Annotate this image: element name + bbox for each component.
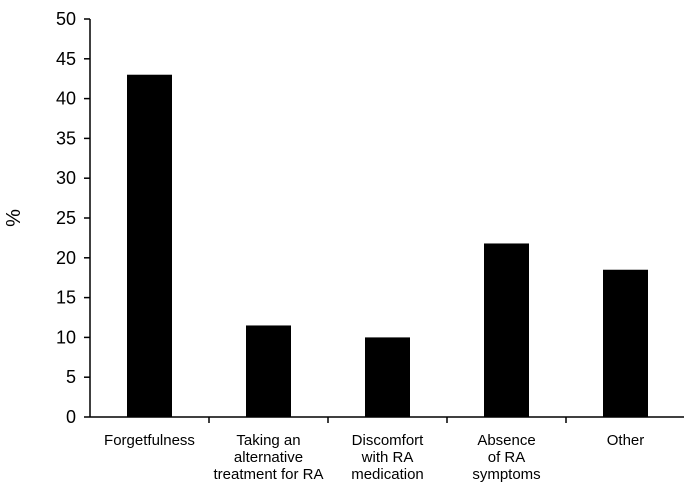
y-tick-label: 30 (56, 168, 76, 188)
category-labels: Forgetfulness Taking an alternative treatme… (104, 432, 644, 483)
y-tick-label: 35 (56, 128, 76, 148)
y-tick-label: 50 (56, 9, 76, 29)
y-tick-label: 10 (56, 327, 76, 347)
y-axis-label: % (3, 209, 25, 227)
bar (127, 74, 172, 417)
y-axis: 0 5 10 15 20 25 30 35 40 45 50 (56, 9, 91, 427)
y-tick-label: 5 (66, 367, 76, 387)
x-axis (90, 416, 684, 423)
category-label: Discomfort with RA medication (351, 432, 424, 483)
bar (484, 243, 529, 417)
y-tick-label: 25 (56, 208, 76, 228)
category-label: Taking an alternative treatment for RA (213, 432, 323, 483)
bar (246, 325, 291, 417)
category-label: Absence of RA symptoms (472, 432, 540, 483)
y-tick-label: 45 (56, 49, 76, 69)
y-tick-label: 0 (66, 407, 76, 427)
y-tick-label: 40 (56, 89, 76, 109)
bars (127, 74, 648, 417)
category-label: Other (607, 432, 645, 449)
category-label: Forgetfulness (104, 432, 195, 449)
y-tick-label: 20 (56, 248, 76, 268)
bar (365, 337, 410, 417)
bar (603, 269, 648, 417)
y-tick-label: 15 (56, 288, 76, 308)
